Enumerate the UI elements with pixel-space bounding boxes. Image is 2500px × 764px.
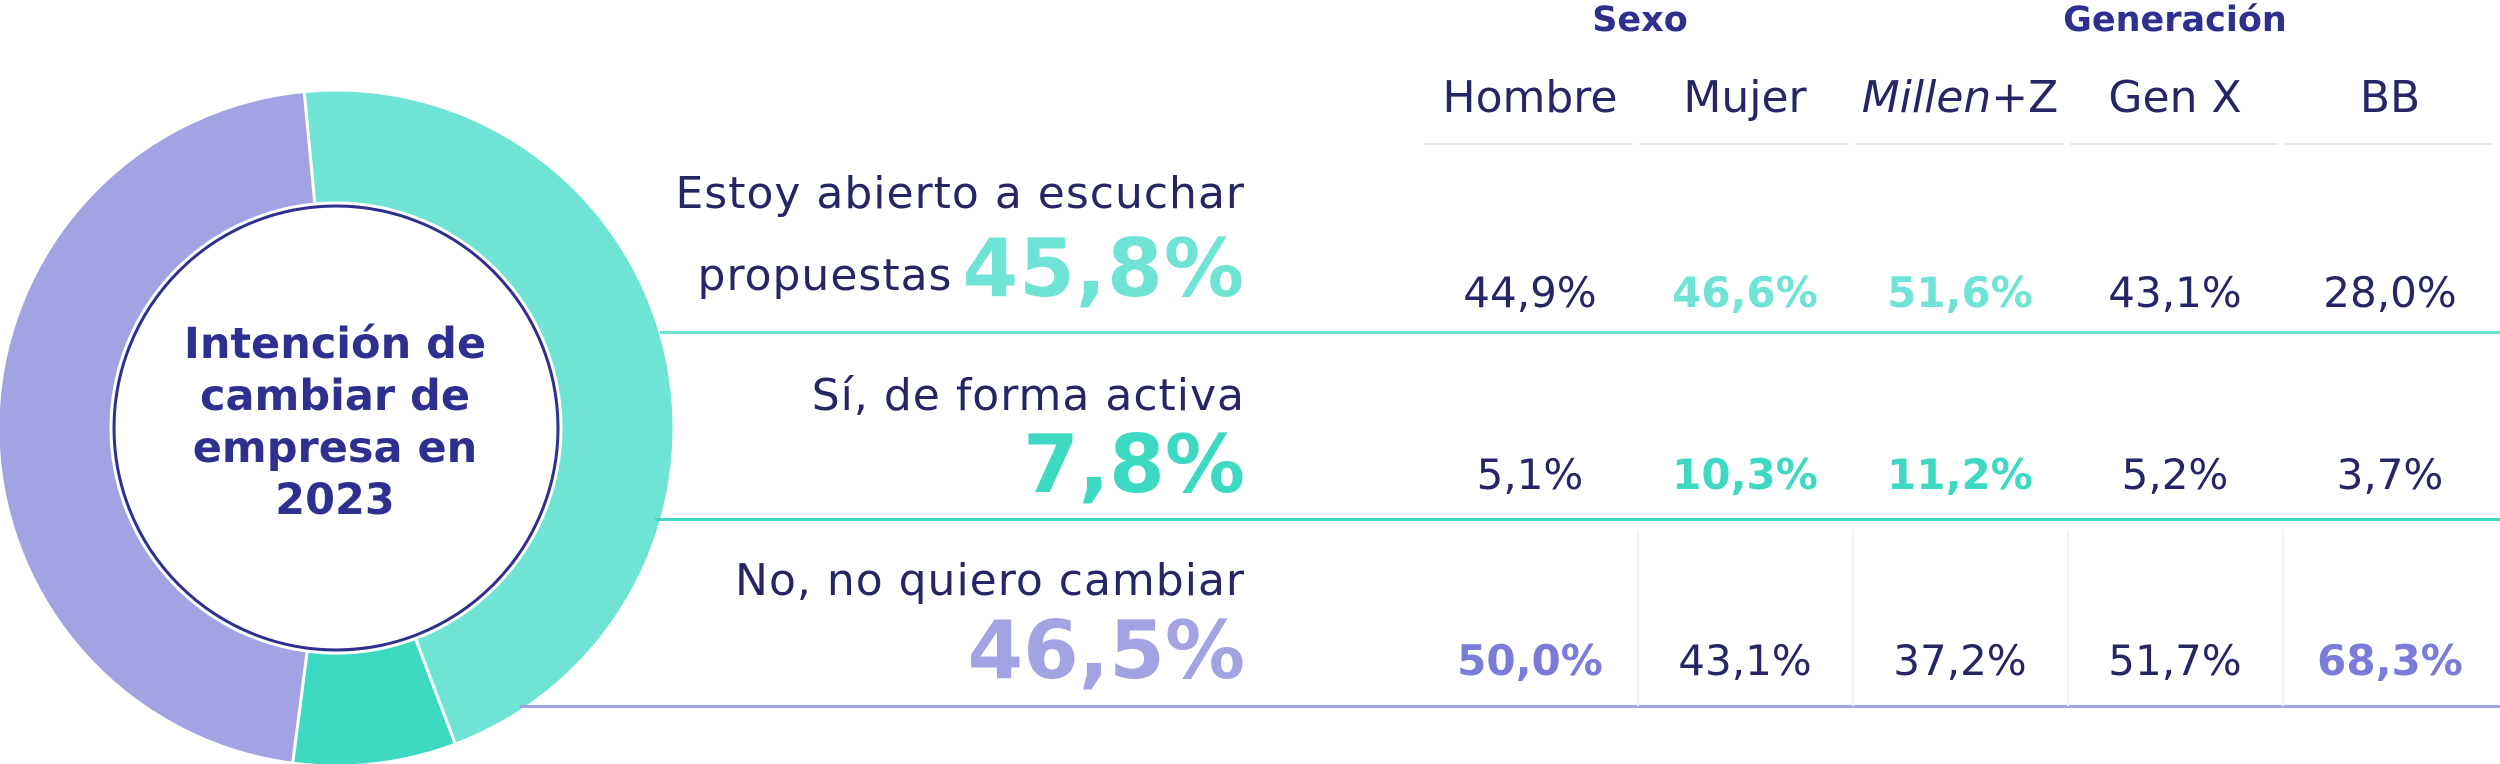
col-header-mujer: Mujer [1683,72,1807,123]
col-header-bb: BB [2359,72,2421,123]
header-divider [2285,143,2493,145]
table-cell: 3,7% [2336,450,2444,499]
header-divider [1855,143,2063,145]
chart-title-line: Intención de [183,319,487,369]
header-divider [1425,143,1633,145]
table-cell: 5,2% [2121,450,2229,499]
table-cell: 11,2% [1887,450,2033,499]
chart-title: Intención de cambiar de empresa en 2023 [140,318,530,526]
row-label-abierto-line1: Estoy abierto a escuchar [675,168,1245,219]
table-cell: 43,1% [2108,268,2242,317]
table-cell: 46,6% [1672,268,1818,317]
row-total-activa: 7,8% [1023,418,1245,511]
chart-title-line: 2023 [275,475,395,525]
col-header-gen-x: Gen X [2108,72,2242,123]
col-header-millen-z: Millen+Z [1855,72,2065,123]
column-separator [2067,530,2069,706]
column-separator [2282,530,2284,706]
row-divider [655,518,2500,521]
table-cell: 37,2% [1893,636,2027,685]
group-header-sexo: Sexo [1592,0,1688,40]
column-separator [1637,530,1639,706]
row-total-abierto: 45,8% [962,222,1245,315]
row-label-abierto-line2: propuestas 45,8% [698,222,1245,315]
row-label-no-cambiar: No, no quiero cambiar [735,555,1245,606]
table-cell: 10,3% [1672,450,1818,499]
col-header-millen-rest: +Z [1991,72,2059,123]
table-cell: 5,1% [1476,450,1584,499]
chart-title-line: empresa en [192,423,478,473]
group-header-generacion: Generación [2063,0,2287,40]
table-cell: 28,0% [2323,268,2457,317]
row-divider [660,331,2500,334]
table-cell: 44,9% [1463,268,1597,317]
table-cell: 68,3% [2317,636,2463,685]
header-divider [2070,143,2278,145]
row-total-no-cambiar: 46,5% [967,604,1245,697]
row-label-activa: Sí, de forma activa [811,370,1245,421]
table-cell: 50,0% [1457,636,1603,685]
donut-chart [0,88,676,764]
header-divider [1640,143,1848,145]
chart-title-line: cambiar de [200,371,470,421]
donut-slice [0,89,317,764]
table-cell: 43,1% [1678,636,1812,685]
col-header-millen-italic: Millen [1861,72,1992,123]
row-label-abierto-text: propuestas [697,250,953,301]
donut-inner-ring [112,204,560,652]
table-cell: 51,6% [1887,268,2033,317]
row-divider [520,705,2500,708]
column-separator [1852,530,1854,706]
col-header-hombre: Hombre [1442,72,1618,123]
donut-slice [302,88,676,747]
table-cell: 51,7% [2108,636,2242,685]
